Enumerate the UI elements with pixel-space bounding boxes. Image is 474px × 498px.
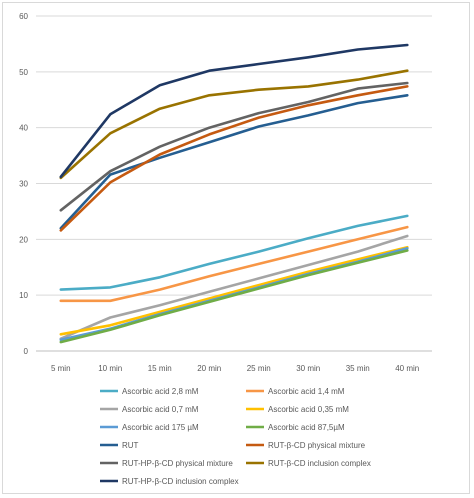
x-tick-label: 10 min	[98, 364, 122, 373]
legend-label: Ascorbic acid 175 µM	[122, 423, 199, 432]
series-line	[59, 81, 409, 212]
x-tick-label: 40 min	[395, 364, 419, 373]
legend-label: Ascorbic acid 0,7 mM	[122, 405, 199, 414]
legend-label: Ascorbic acid 1,4 mM	[268, 387, 345, 396]
legend: Ascorbic acid 2,8 mM Ascorbic acid 1,4 mM…	[100, 387, 371, 486]
legend-label: RUT-β-CD physical mixture	[268, 441, 366, 450]
series-line	[59, 245, 409, 336]
x-tick-label: 35 min	[346, 364, 370, 373]
x-tick-label: 5 min	[51, 364, 71, 373]
legend-label: Ascorbic acid 0,35 mM	[268, 405, 349, 414]
legend-label: RUT	[122, 441, 139, 450]
series-line	[59, 214, 409, 291]
series-lines	[59, 43, 409, 344]
legend-label: Ascorbic acid 2,8 mM	[122, 387, 199, 396]
legend-label: Ascorbic acid 87,5µM	[268, 423, 345, 432]
series-line	[59, 234, 409, 341]
y-tick-label: 40	[19, 124, 28, 133]
y-tick-label: 50	[19, 68, 28, 77]
series-line	[59, 43, 409, 179]
x-axis-ticks: 5 min 10 min 15 min 20 min 25 min 30 min 35 mi…	[51, 364, 419, 373]
series-line	[59, 225, 409, 303]
y-tick-label: 30	[19, 180, 28, 189]
legend-label: RUT-β-CD inclusion complex	[268, 459, 371, 468]
y-tick-label: 20	[19, 235, 28, 244]
x-tick-label: 15 min	[148, 364, 172, 373]
gridlines	[36, 15, 432, 352]
series-line	[59, 94, 409, 230]
y-tick-label: 60	[19, 12, 28, 21]
y-axis-ticks: 0 10 20 30 40 50 60	[19, 12, 28, 356]
x-tick-label: 25 min	[247, 364, 271, 373]
series-line	[59, 85, 409, 232]
x-tick-label: 30 min	[296, 364, 320, 373]
y-tick-label: 10	[19, 291, 28, 300]
series-line	[59, 249, 409, 344]
y-tick-label: 0	[24, 347, 29, 356]
legend-label: RUT-HP-β-CD inclusion complex	[122, 477, 239, 486]
x-tick-label: 20 min	[197, 364, 221, 373]
legend-label: RUT-HP-β-CD physical mixture	[122, 459, 233, 468]
series-line	[59, 69, 409, 180]
